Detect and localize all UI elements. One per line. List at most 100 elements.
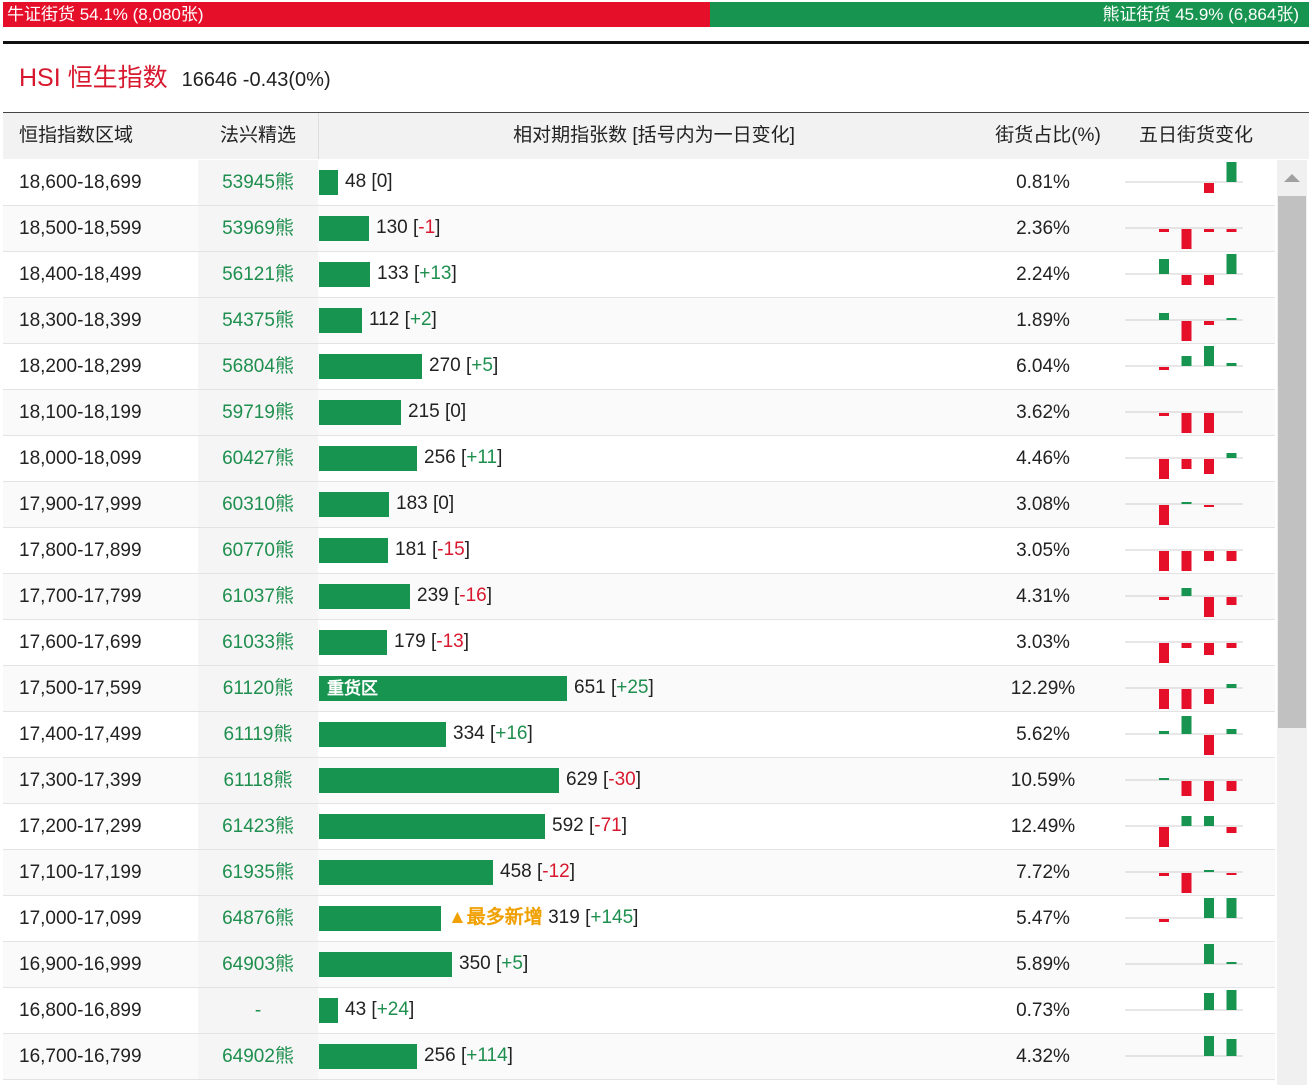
warrant-code-link[interactable]: - (198, 988, 318, 1033)
count-change: +25 (616, 677, 649, 698)
warrant-code-link[interactable]: 61935熊 (198, 850, 318, 895)
sparkbar-day-2 (1181, 689, 1192, 709)
sparkbar-day-1 (1159, 827, 1169, 847)
sparkbar-day-2 (1181, 502, 1192, 504)
count-value: 48 (345, 171, 367, 192)
range-cell: 16,900-16,999 (19, 954, 142, 975)
sparkbar-day-4 (1226, 551, 1237, 561)
count-change: +2 (409, 309, 432, 330)
count-value: 256 (424, 1045, 456, 1066)
range-cell: 17,300-17,399 (19, 770, 142, 791)
sparkbar-day-3 (1204, 816, 1214, 826)
warrant-code-link[interactable]: 56804熊 (198, 344, 318, 389)
sparkbar-day-3 (1204, 183, 1214, 193)
warrant-code-link[interactable]: 53969熊 (198, 206, 318, 251)
sparkbar-day-1 (1159, 413, 1169, 416)
table-row: 18,100-18,199 59719熊 215 [0] 3.62% (3, 390, 1275, 436)
range-cell: 17,500-17,599 (19, 678, 142, 699)
index-title: HSI 恒生指数 16646 -0.43(0%) (19, 58, 331, 98)
count-value: 592 (552, 815, 584, 836)
count-bar (319, 354, 422, 379)
sparkbar-day-1 (1159, 259, 1169, 274)
sparkbar-day-2 (1181, 459, 1192, 469)
warrant-code-link[interactable]: 61423熊 (198, 804, 318, 849)
count-label: 651 [+25] (574, 677, 654, 698)
count-bar (319, 860, 493, 885)
warrant-code-link[interactable]: 64903熊 (198, 942, 318, 987)
sparkbar-day-3 (1204, 689, 1214, 704)
share-cell: 4.32% (1016, 1046, 1070, 1067)
warrant-code-link[interactable]: 61118熊 (198, 758, 318, 803)
count-change: -15 (437, 539, 465, 560)
share-cell: 12.49% (1010, 816, 1076, 837)
col-share-header: 街货占比(%) (995, 125, 1101, 146)
table-row: 17,300-17,399 61118熊 629 [-30] 10.59% (3, 758, 1275, 804)
sparkbar-day-1 (1159, 643, 1169, 663)
count-label: ▲最多新增 319 [+145] (448, 907, 639, 928)
five-day-sparkbar (1125, 453, 1243, 479)
warrant-code-link[interactable]: 53945熊 (198, 160, 318, 205)
five-day-sparkbar (1125, 1036, 1243, 1057)
scrollbar[interactable] (1277, 160, 1307, 1085)
sparkbar-day-2 (1181, 716, 1192, 734)
share-cell: 3.62% (1016, 402, 1070, 423)
sparkbar-day-4 (1226, 453, 1237, 458)
count-change: +5 (471, 355, 493, 376)
sparkbar-day-1 (1159, 229, 1169, 232)
range-cell: 17,900-17,999 (19, 494, 142, 515)
sparkbar-day-3 (1204, 321, 1214, 325)
warrant-code-link[interactable]: 60427熊 (198, 436, 318, 481)
sparkbar-day-2 (1181, 873, 1192, 893)
table-row: 16,700-16,799 64902熊 256 [+114] 4.32% (3, 1034, 1275, 1080)
five-day-sparkbar (1125, 346, 1243, 370)
scroll-up-arrow-icon[interactable] (1284, 174, 1300, 182)
count-bar (319, 952, 452, 977)
sparkbar-day-1 (1159, 731, 1169, 734)
sparkbar-day-1 (1159, 873, 1169, 876)
sparkbar-day-3 (1204, 735, 1214, 755)
warrant-code-link[interactable]: 61033熊 (198, 620, 318, 665)
count-bar: 重货区 (319, 676, 567, 701)
table-body: 18,600-18,699 53945熊 48 [0] 0.81% 18,500-18,… (3, 160, 1275, 1080)
warrant-code-link[interactable]: 61119熊 (198, 712, 318, 757)
range-cell: 16,700-16,799 (19, 1046, 142, 1067)
five-day-sparkbar (1125, 990, 1243, 1011)
sparkbar-day-3 (1204, 229, 1214, 232)
warrant-code-link[interactable]: 61120熊 (198, 666, 318, 711)
count-label: 133 [+13] (377, 263, 457, 284)
sparkbar-day-3 (1204, 993, 1214, 1010)
warrant-code-link[interactable]: 64876熊 (198, 896, 318, 941)
warrant-code-link[interactable]: 56121熊 (198, 252, 318, 297)
warrant-code-link[interactable]: 60770熊 (198, 528, 318, 573)
col-count-header: 相对期指张数 [括号内为一日变化] (513, 125, 795, 146)
sparkbar-day-1 (1159, 313, 1169, 320)
warrant-code-link[interactable]: 59719熊 (198, 390, 318, 435)
count-bar (319, 1044, 417, 1069)
share-cell: 10.59% (1010, 770, 1076, 791)
count-change: +145 (590, 907, 634, 928)
count-bar (319, 400, 401, 425)
five-day-sparkbar (1125, 313, 1243, 341)
five-day-sparkbar (1125, 778, 1243, 801)
warrant-code-link[interactable]: 60310熊 (198, 482, 318, 527)
share-cell: 7.72% (1016, 862, 1070, 883)
count-value: 651 (574, 677, 606, 698)
sparkbar-day-3 (1204, 597, 1214, 617)
table-row: 17,700-17,799 61037熊 239 [-16] 4.31% (3, 574, 1275, 620)
col-range-header: 恒指指数区域 (19, 125, 134, 146)
count-bar (319, 768, 559, 793)
sparkbar-day-1 (1159, 551, 1169, 571)
scrollbar-thumb[interactable] (1278, 196, 1306, 728)
warrant-code-link[interactable]: 54375熊 (198, 298, 318, 343)
warrant-code-link[interactable]: 61037熊 (198, 574, 318, 619)
count-label: 43 [+24] (345, 999, 415, 1020)
count-bar (319, 722, 446, 747)
count-label: 181 [-15] (395, 539, 471, 560)
sparkbar-day-3 (1204, 413, 1214, 433)
share-cell: 3.03% (1016, 632, 1070, 653)
count-change: +16 (495, 723, 528, 744)
warrant-code-link[interactable]: 64902熊 (198, 1034, 318, 1079)
count-change: +5 (501, 953, 523, 974)
sparkbar-day-3 (1204, 944, 1214, 964)
most-added-label: ▲最多新增 (448, 907, 549, 928)
